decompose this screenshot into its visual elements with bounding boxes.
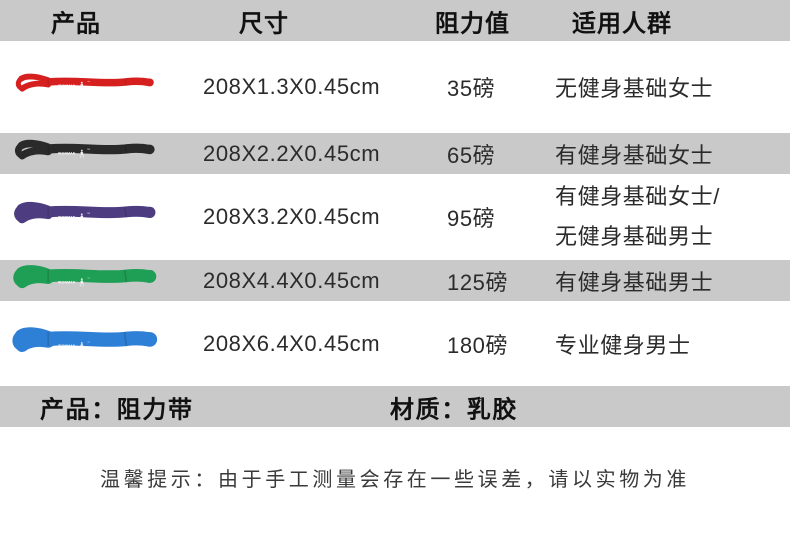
svg-text:TM: TM — [87, 213, 90, 215]
svg-text:IRONMAN: IRONMAN — [58, 280, 76, 284]
svg-text:TM: TM — [87, 149, 90, 151]
svg-text:TM: TM — [87, 81, 90, 83]
svg-text:IRONMAN: IRONMAN — [58, 344, 76, 348]
svg-text:TM: TM — [87, 277, 90, 279]
svg-text:IRONMAN: IRONMAN — [58, 216, 76, 220]
svg-text:TM: TM — [87, 341, 90, 343]
svg-text:IRONMAN: IRONMAN — [58, 151, 76, 155]
svg-text:IRONMAN: IRONMAN — [58, 84, 76, 88]
